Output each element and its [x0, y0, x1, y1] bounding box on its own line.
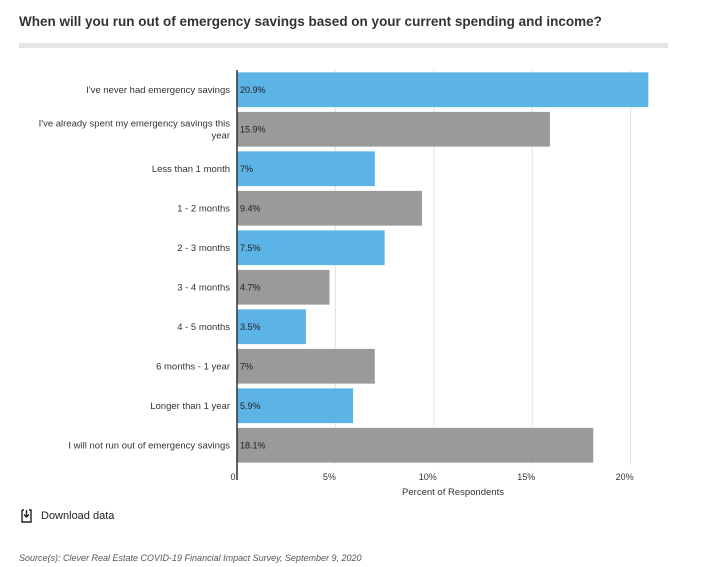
bar: [237, 190, 423, 226]
bar: [237, 348, 375, 384]
bar: [237, 111, 550, 147]
bar: [237, 427, 594, 463]
bar-value-label: 5.9%: [240, 401, 261, 411]
bar: [237, 388, 354, 424]
bar-value-label: 7%: [240, 361, 253, 371]
category-label: Longer than 1 year: [150, 401, 230, 412]
download-data-button[interactable]: Download data: [20, 509, 114, 523]
category-label: 1 - 2 months: [177, 203, 230, 214]
bar: [237, 72, 649, 108]
chart-title: When will you run out of emergency savin…: [19, 14, 602, 29]
bars: 20.9% 15.9% 7% 9.4% 7.5% 4.7% 3.5% 7% 5.9% 18.1%: [237, 72, 649, 463]
x-tick-labels: 0 5% 10% 15% 20%: [230, 472, 633, 482]
category-label: 2 - 3 months: [177, 243, 230, 254]
bar: [237, 230, 385, 266]
bar-value-label: 7%: [240, 164, 253, 174]
bar-value-label: 3.5%: [240, 322, 261, 332]
bar-value-label: 15.9%: [240, 124, 266, 134]
category-labels: I've never had emergency savings I've alr…: [39, 85, 231, 452]
category-label: Less than 1 month: [152, 164, 230, 175]
x-tick-label: 10%: [419, 472, 437, 482]
download-label: Download data: [41, 510, 115, 522]
bar-value-label: 9.4%: [240, 203, 261, 213]
category-label: I've never had emergency savings: [86, 85, 230, 96]
title-divider: [19, 43, 668, 48]
category-label: I will not run out of emergency savings: [68, 440, 230, 451]
bar-chart: 20.9%15.9%7%9.4%7.5%4.7%3.5%7%5.9%18.1% …: [39, 70, 649, 498]
bar-value-label: 4.7%: [240, 282, 261, 292]
x-axis-title: Percent of Respondents: [402, 487, 504, 498]
x-tick-label: 5%: [323, 472, 336, 482]
bar-value-label: 20.9%: [240, 85, 266, 95]
category-label: 3 - 4 months: [177, 282, 230, 293]
bar: [237, 309, 306, 345]
category-label: 6 months - 1 year: [156, 361, 230, 372]
source-note: Source(s): Clever Real Estate COVID-19 F…: [19, 553, 362, 563]
bar: [237, 151, 375, 187]
category-label: year: [212, 130, 230, 141]
bar-value-label: 18.1%: [240, 440, 266, 450]
category-label: I've already spent my emergency savings …: [39, 118, 231, 129]
x-tick-label: 0: [230, 472, 235, 482]
x-tick-label: 15%: [517, 472, 535, 482]
category-label: 4 - 5 months: [177, 322, 230, 333]
bar-value-label: 7.5%: [240, 243, 261, 253]
bar: [237, 269, 330, 305]
download-icon: [20, 509, 33, 523]
x-tick-label: 20%: [616, 472, 634, 482]
